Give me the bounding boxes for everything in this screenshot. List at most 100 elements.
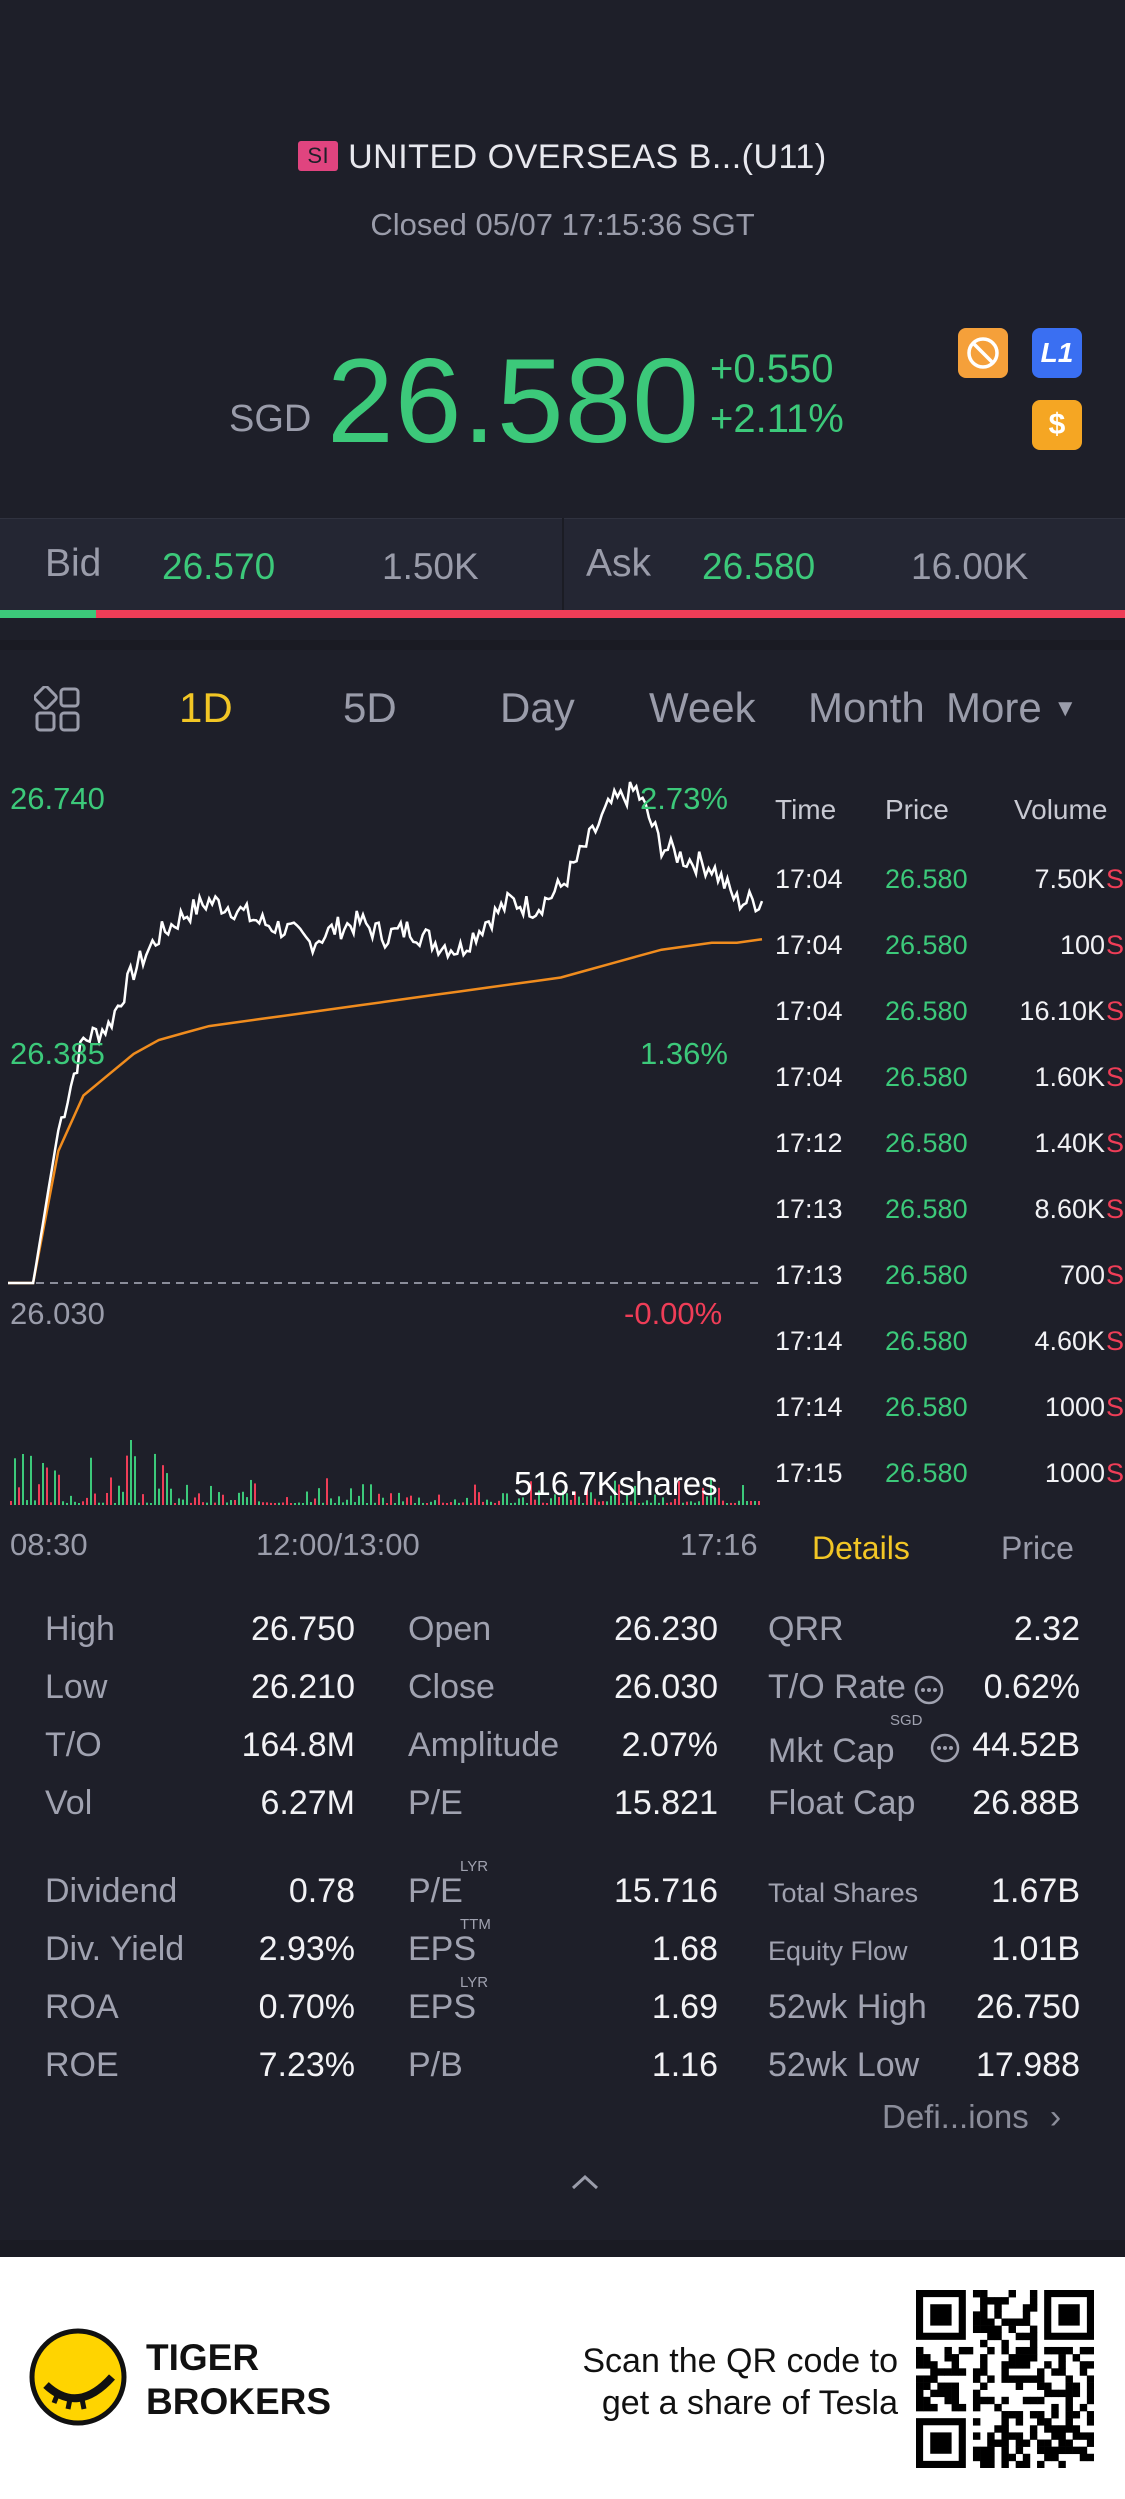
- stat-superscript: LYR: [460, 1858, 489, 1875]
- trade-time: 17:14: [775, 1392, 843, 1422]
- volume-bar: [350, 1488, 352, 1505]
- trade-price: 26.580: [885, 1260, 968, 1290]
- volume-bar: [694, 1502, 696, 1505]
- volume-bar: [138, 1502, 140, 1505]
- dollar-icon[interactable]: $: [1032, 400, 1082, 450]
- qr-module: [1044, 2418, 1052, 2426]
- volume-bar: [554, 1494, 556, 1505]
- volume-bar: [310, 1502, 312, 1505]
- volume-bar: [394, 1502, 396, 1505]
- qr-module: [994, 2325, 1002, 2334]
- qr-module: [972, 2446, 981, 2455]
- volume-bar: [654, 1494, 656, 1505]
- footer-separator: [0, 2240, 1125, 2257]
- tab-details[interactable]: Details: [812, 1530, 910, 1566]
- info-more-icon[interactable]: [913, 1674, 945, 1711]
- tab-month[interactable]: Month: [808, 684, 925, 731]
- qr-module: [980, 2304, 988, 2312]
- trade-side: S: [1105, 1260, 1124, 1290]
- tab-price[interactable]: Price: [1001, 1530, 1074, 1566]
- tab-5d[interactable]: 5D: [343, 684, 397, 731]
- volume-bar: [270, 1502, 272, 1505]
- grid-layout-icon[interactable]: [33, 685, 82, 739]
- qr-module: [1086, 2418, 1094, 2426]
- qr-module: [994, 2311, 1002, 2319]
- qr-module: [1086, 2346, 1094, 2355]
- qr-module: [1029, 2396, 1038, 2405]
- qr-module: [930, 2403, 938, 2412]
- qr-module: [1001, 2460, 1009, 2468]
- info-more-icon[interactable]: [929, 1732, 961, 1769]
- qr-module: [1015, 2418, 1024, 2426]
- qr-module: [1058, 2460, 1066, 2468]
- qr-module: [1065, 2446, 1073, 2455]
- qr-module: [1015, 2318, 1024, 2326]
- definitions-link[interactable]: Defi...ions ›: [882, 2098, 1061, 2137]
- stat-value: 7.23%: [258, 2046, 355, 2084]
- chevron-right-icon: ›: [1049, 2098, 1062, 2136]
- trade-row: 17:04 26.580 7.50K S: [774, 864, 1125, 930]
- qr-module: [916, 2382, 924, 2390]
- volume-bar: [130, 1440, 132, 1505]
- qr-module: [1015, 2432, 1024, 2440]
- qr-module: [980, 2325, 988, 2334]
- tab-1d[interactable]: 1D: [179, 684, 233, 731]
- volume-bar: [470, 1502, 472, 1505]
- qr-module: [972, 2396, 981, 2405]
- trade-side: S: [1105, 864, 1124, 894]
- volume-bar: [298, 1502, 300, 1505]
- volume-bar: [98, 1502, 100, 1505]
- qr-module: [980, 2290, 988, 2298]
- stat-value: 1.69: [651, 1988, 718, 2026]
- qr-module: [1044, 2346, 1052, 2355]
- volume-bar: [22, 1453, 24, 1505]
- qr-module: [1001, 2361, 1009, 2369]
- volume-bar: [78, 1502, 80, 1505]
- qr-module: [1029, 2346, 1038, 2355]
- level1-icon[interactable]: L1: [1032, 328, 1082, 378]
- volume-bar: [570, 1499, 572, 1505]
- stat-label: 52wk High: [768, 1988, 927, 2026]
- price-line: [8, 781, 764, 1285]
- collapse-chevron-icon[interactable]: [567, 2170, 603, 2199]
- tab-day[interactable]: Day: [500, 684, 575, 731]
- stat-superscript: LYR: [460, 1974, 489, 1991]
- qr-module: [923, 2354, 931, 2362]
- qr-module: [1001, 2339, 1009, 2348]
- qr-module: [1072, 2389, 1081, 2398]
- volume-bar: [598, 1501, 600, 1505]
- volume-bar: [58, 1474, 60, 1505]
- trade-time: 17:12: [775, 1128, 843, 1158]
- qr-module: [923, 2403, 931, 2412]
- stat-superscript: TTM: [460, 1916, 491, 1933]
- stat-label: Div. Yield: [45, 1930, 185, 1968]
- volume-bar: [474, 1484, 476, 1505]
- qr-module: [1051, 2446, 1059, 2455]
- qr-module: [972, 2418, 981, 2426]
- trade-side: S: [1105, 1392, 1124, 1422]
- volume-bar: [458, 1502, 460, 1505]
- qr-module: [1037, 2375, 1045, 2383]
- volume-bar: [306, 1491, 308, 1505]
- last-price: 26.580: [327, 334, 701, 468]
- volume-bar: [682, 1502, 684, 1505]
- qr-module: [1029, 2339, 1038, 2348]
- volume-bar: [722, 1500, 724, 1505]
- stat-label: Open: [408, 1610, 492, 1648]
- no-short-icon[interactable]: [958, 328, 1008, 378]
- volume-bar: [30, 1455, 32, 1505]
- tab-week[interactable]: Week: [649, 684, 756, 731]
- stat-label: Total Shares: [768, 1878, 919, 1908]
- volume-bar: [154, 1453, 156, 1505]
- volume-bar: [158, 1488, 160, 1505]
- volume-bar: [266, 1502, 268, 1505]
- qr-code-icon[interactable]: [916, 2290, 1094, 2468]
- qr-module: [1051, 2346, 1059, 2355]
- qr-module: [987, 2332, 995, 2341]
- intraday-chart[interactable]: [0, 770, 770, 1510]
- trade-time: 17:14: [775, 1326, 843, 1356]
- volume-bar: [670, 1502, 672, 1505]
- bid-label: Bid: [45, 542, 102, 585]
- tab-more[interactable]: More ▼: [946, 684, 1077, 732]
- qr-module: [1044, 2453, 1052, 2462]
